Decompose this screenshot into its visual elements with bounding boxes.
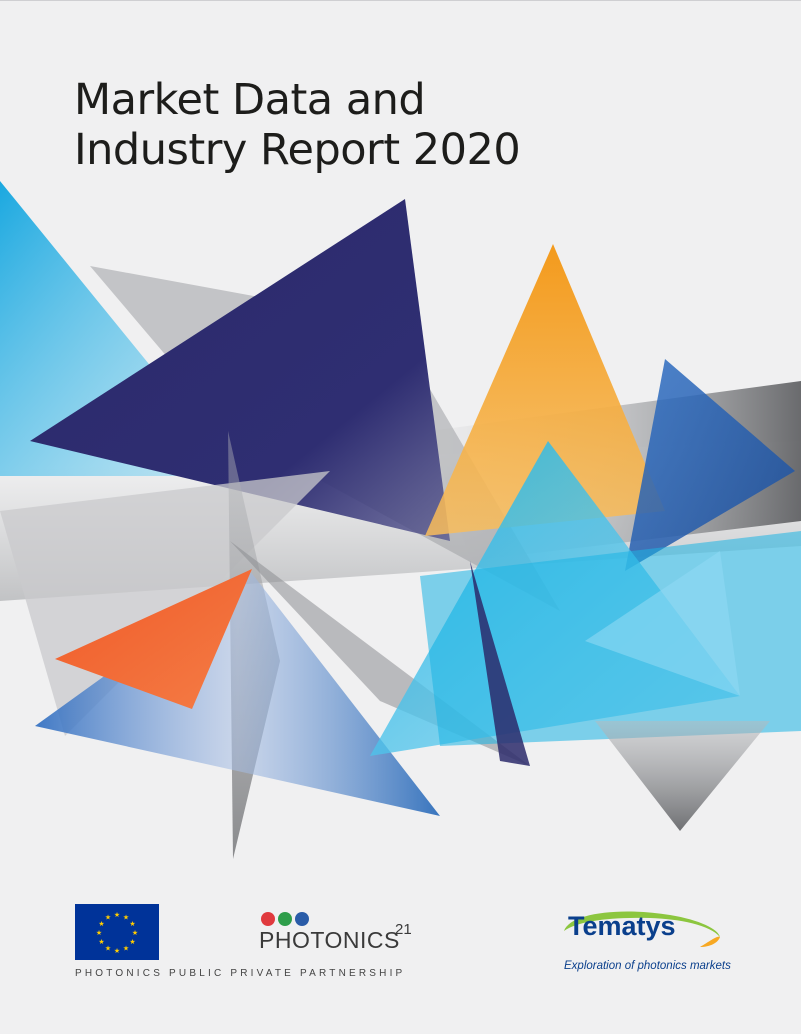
tematys-tagline: Exploration of photonics markets <box>564 960 731 972</box>
svg-text:★: ★ <box>114 911 120 919</box>
photonics-dots <box>261 911 312 930</box>
tematys-swoosh-icon <box>564 911 720 947</box>
blue-dot <box>295 912 309 926</box>
red-dot <box>261 912 275 926</box>
svg-text:★: ★ <box>98 938 104 946</box>
svg-text:★: ★ <box>98 920 104 928</box>
svg-text:★: ★ <box>123 945 129 953</box>
report-title: Market Data and Industry Report 2020 <box>74 75 521 175</box>
svg-text:★: ★ <box>96 929 102 937</box>
title-line-2: Industry Report 2020 <box>74 125 521 175</box>
tematys-name: Tematys <box>568 911 676 941</box>
photonics-superscript: 21 <box>395 921 412 938</box>
svg-text:★: ★ <box>105 945 111 953</box>
svg-text:★: ★ <box>123 914 129 922</box>
svg-text:★: ★ <box>132 929 138 937</box>
svg-text:★: ★ <box>114 947 120 955</box>
photonics-wordmark: PHOTONICS <box>259 927 400 953</box>
photonics21-logo: PHOTONICS 21 <box>259 909 429 959</box>
eu-flag-logo: ★ ★ ★ ★ ★ ★ ★ ★ ★ ★ ★ ★ <box>75 904 159 960</box>
triangle-artwork <box>0 181 801 859</box>
svg-text:★: ★ <box>105 914 111 922</box>
partnership-tagline: PHOTONICS PUBLIC PRIVATE PARTNERSHIP <box>75 968 406 979</box>
title-line-1: Market Data and <box>74 75 426 125</box>
svg-text:★: ★ <box>129 920 135 928</box>
tematys-logo: Tematys Exploration of photonics markets <box>560 909 731 974</box>
green-dot <box>278 912 292 926</box>
svg-text:★: ★ <box>129 938 135 946</box>
